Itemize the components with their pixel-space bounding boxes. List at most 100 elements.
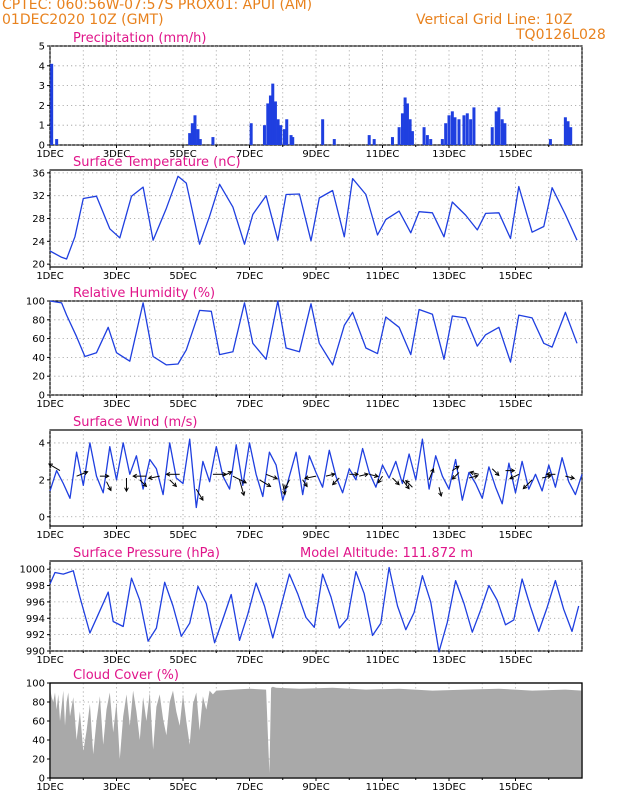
x-tick-label: 5DEC: [169, 530, 196, 541]
y-tick-label: 36: [32, 168, 45, 179]
precip-bar: [400, 113, 404, 145]
wind-arrow: [325, 473, 335, 477]
header-grid-note: Vertical Grid Line: 10Z: [416, 12, 573, 28]
panel-title: Precipitation (mm/h): [73, 31, 206, 46]
precip-bar: [457, 119, 461, 145]
x-tick-label: 1DEC: [36, 399, 63, 410]
panel-press: 990 992 994 996 998 1000 1DEC 3DEC 5DEC 7DEC 9DEC 1…: [20, 546, 583, 666]
precip-bar: [390, 137, 394, 145]
wind-arrowhead: [48, 463, 53, 468]
precip-bar: [447, 115, 451, 145]
y-tick-label: 1000: [20, 565, 45, 576]
precip-bar: [405, 103, 409, 145]
wind-arrowhead: [395, 480, 400, 486]
precip-bar: [249, 123, 253, 145]
x-tick-label: 11DEC: [366, 271, 400, 282]
wind-arrowhead: [242, 479, 248, 484]
precip-bar: [271, 83, 275, 145]
x-tick-label: 1DEC: [36, 655, 63, 666]
wind-arrowhead: [377, 478, 382, 484]
wind-arrow: [359, 473, 369, 477]
y-tick-label: 100: [26, 679, 45, 690]
y-tick-label: 60: [32, 717, 45, 728]
precip-bar: [268, 95, 272, 145]
precip-bar: [403, 97, 407, 145]
wind-arrow: [259, 479, 271, 487]
x-tick-label: 5DEC: [169, 399, 196, 410]
wind-arrowhead: [284, 484, 289, 490]
wind-arrow: [76, 471, 88, 477]
y-tick-label: 24: [32, 237, 45, 248]
header-model-code: TQ0126L028: [516, 27, 606, 43]
precip-bar: [332, 139, 336, 145]
x-tick-label: 5DEC: [169, 149, 196, 160]
temp-series-line: [49, 175, 578, 260]
precip-bar: [563, 117, 567, 145]
wind-arrowhead: [165, 471, 171, 477]
wind-arrow: [232, 475, 247, 484]
panel-title: Surface Wind (m/s): [73, 415, 197, 430]
wind-arrowhead: [438, 492, 443, 498]
x-tick-label: 13DEC: [432, 530, 466, 541]
wind-arrowhead: [405, 479, 410, 485]
wind-arrowhead: [545, 471, 551, 477]
precip-bar: [291, 137, 295, 145]
x-tick-label: 13DEC: [432, 782, 466, 793]
wind-arrow: [369, 473, 379, 477]
panel-subtitle: Model Altitude: 111.872 m: [300, 546, 473, 561]
wind-arrow: [470, 471, 480, 475]
precip-bar: [566, 121, 570, 145]
wind-arrow: [282, 483, 286, 495]
wind-arrow: [239, 479, 245, 496]
precip-bar: [188, 133, 192, 145]
wind-arrowhead: [510, 468, 516, 473]
precip-bar: [453, 117, 457, 145]
y-tick-label: 996: [26, 597, 45, 608]
y-tick-label: 3: [39, 81, 45, 92]
y-tick-label: 990: [26, 647, 45, 658]
x-tick-label: 11DEC: [366, 149, 400, 160]
y-tick-label: 0: [39, 512, 45, 523]
wind-arrow: [392, 477, 400, 485]
wind-arrow: [522, 479, 533, 489]
wind-arrow: [405, 480, 413, 488]
precip-bar: [50, 63, 54, 145]
precip-bar: [198, 139, 202, 145]
precip-bar: [497, 107, 501, 145]
x-tick-label: 9DEC: [302, 530, 329, 541]
wind-arrow: [332, 477, 340, 485]
precip-bar: [211, 137, 215, 145]
x-tick-label: 15DEC: [499, 782, 533, 793]
wind-arrowhead: [364, 472, 370, 478]
y-tick-label: 5: [39, 42, 45, 53]
precip-bar: [262, 125, 266, 145]
plot-frame: [49, 429, 583, 527]
x-tick-label: 7DEC: [236, 655, 263, 666]
precip-bar: [569, 127, 573, 145]
wind-arrow: [438, 487, 442, 497]
x-tick-label: 15DEC: [499, 149, 533, 160]
wind-arrowhead: [509, 475, 515, 480]
x-tick-label: 7DEC: [236, 530, 263, 541]
panel-cloud: 0 20 40 60 80 100 1DEC 3DEC 5DEC 7DEC 9DEC 11DEC 13D…: [26, 668, 583, 793]
precip-bar: [450, 111, 454, 145]
x-tick-label: 13DEC: [432, 655, 466, 666]
plot-frame: [49, 682, 583, 779]
wind-arrowhead: [570, 475, 576, 480]
wind-arrowhead: [330, 472, 336, 478]
wind-arrow: [265, 473, 278, 480]
precip-bar: [285, 119, 289, 145]
x-tick-label: 3DEC: [103, 149, 130, 160]
precip-bar: [397, 127, 401, 145]
precip-bar: [276, 119, 280, 145]
x-tick-label: 3DEC: [103, 782, 130, 793]
wind-arrowhead: [142, 482, 148, 488]
x-tick-label: 11DEC: [366, 782, 400, 793]
wind-arrowhead: [430, 467, 435, 473]
wind-arrowhead: [473, 474, 479, 479]
wind-arrowhead: [147, 475, 153, 481]
precip-bar: [465, 113, 469, 145]
panel-precip: 0 1 2 3 4 5 1DEC 3DEC 5DEC 7DEC 9DEC 11DEC 13DEC 15DE…: [36, 31, 583, 160]
precip-bar: [321, 119, 325, 145]
x-tick-label: 15DEC: [499, 530, 533, 541]
